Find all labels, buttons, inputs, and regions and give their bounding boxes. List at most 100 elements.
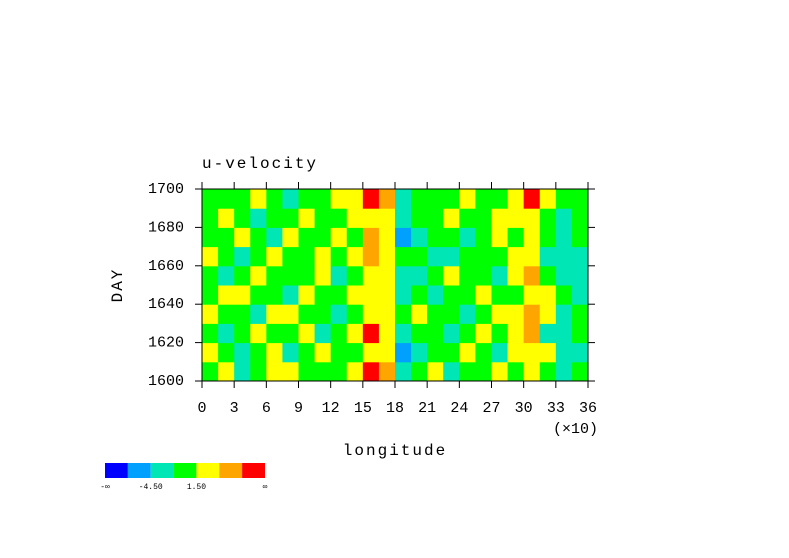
heatmap-cell [459,304,476,324]
heatmap-cell [362,246,380,267]
x-tick-label: 18 [386,400,404,417]
heatmap-cell [378,208,396,228]
heatmap-cell [427,265,444,286]
heatmap-cell [266,208,283,228]
heatmap-cell [491,285,509,305]
heatmap-cell [443,227,460,248]
heatmap-cell [314,285,332,305]
heatmap-cell [250,285,267,305]
heatmap-cell [378,323,396,344]
heatmap-cell [202,304,219,324]
heatmap-cell [395,208,412,228]
heatmap-cell [282,361,299,382]
heatmap-cell [362,265,380,286]
heatmap-cell [443,246,460,267]
heatmap-cell [218,189,235,209]
heatmap-cell [282,342,299,363]
heatmap-cell [555,246,573,267]
heatmap-cell [234,361,251,382]
heatmap-cell [202,361,219,382]
heatmap-cell [571,246,589,267]
heatmap-cell [202,189,219,209]
heatmap-cell [234,246,251,267]
heatmap-cell [314,265,332,286]
heatmap-cell [202,265,219,286]
colorbar-swatch [105,463,128,478]
heatmap-cell [459,265,476,286]
heatmap-cell [378,342,396,363]
heatmap-cell [266,189,283,209]
heatmap-cell [427,208,444,228]
heatmap-cell [346,285,364,305]
heatmap-cell [491,323,509,344]
x-tick-label: 6 [262,400,271,417]
heatmap-cell [362,285,380,305]
heatmap-cell [491,189,509,209]
heatmap-cell [491,361,509,382]
heatmap-cell [571,265,589,286]
heatmap-cell [507,265,525,286]
heatmap-cell [427,227,444,248]
heatmap-cell [443,304,460,324]
heatmap-cell [218,304,235,324]
heatmap-cell [330,304,348,324]
colorbar-label: -4.50 [139,483,163,492]
heatmap-cell [427,342,444,363]
heatmap-cell [314,208,332,228]
heatmap-cell [571,342,589,363]
heatmap-cell [571,189,589,209]
heatmap-cell [507,227,525,248]
heatmap-cell [571,361,589,382]
heatmap-cell [459,227,476,248]
x-tick-label: 9 [294,400,303,417]
chart-title: u-velocity [202,155,318,173]
heatmap-cell [234,323,251,344]
heatmap-cell [443,342,460,363]
heatmap-cell [571,323,589,344]
heatmap-cell [266,323,283,344]
y-tick-label: 1620 [148,335,184,352]
heatmap-cell [298,285,316,305]
heatmap-cell [555,189,573,209]
heatmap-cell [411,304,428,324]
heatmap-cell [202,227,219,248]
heatmap-cell [314,361,332,382]
heatmap-cell [411,208,428,228]
colorbar-swatch [173,463,197,478]
y-axis-label: DAY [109,268,127,303]
x-tick-label: 21 [418,400,436,417]
heatmap-cell [475,265,492,286]
heatmap-cell [314,227,332,248]
heatmap-cell [491,265,509,286]
heatmap-cell [491,246,509,267]
heatmap-cell [427,361,444,382]
heatmap-cell [475,208,492,228]
heatmap-cell [411,227,428,248]
heatmap-cell [523,342,541,363]
heatmap-cell [298,361,316,382]
heatmap-cell [282,227,299,248]
heatmap-cell [571,208,589,228]
heatmap-cell [555,323,573,344]
heatmap-cell [443,265,460,286]
heatmap-cell [459,323,476,344]
heatmap-cell [218,227,235,248]
x-tick-label: 36 [579,400,597,417]
heatmap-cell [298,342,316,363]
heatmap-cell [330,323,348,344]
heatmap-cell [475,323,492,344]
heatmap-cell [411,342,428,363]
heatmap-cell [218,323,235,344]
heatmap-cell [539,265,557,286]
heatmap-cell [395,189,412,209]
heatmap-cell [346,189,364,209]
colorbar-swatch [196,463,220,478]
heatmap-cell [346,304,364,324]
heatmap-cell [234,265,251,286]
heatmap-cell [539,246,557,267]
heatmap-cell [330,189,348,209]
colorbar-label: 1.50 [187,483,206,492]
heatmap-cell [555,361,573,382]
heatmap-cell [475,342,492,363]
